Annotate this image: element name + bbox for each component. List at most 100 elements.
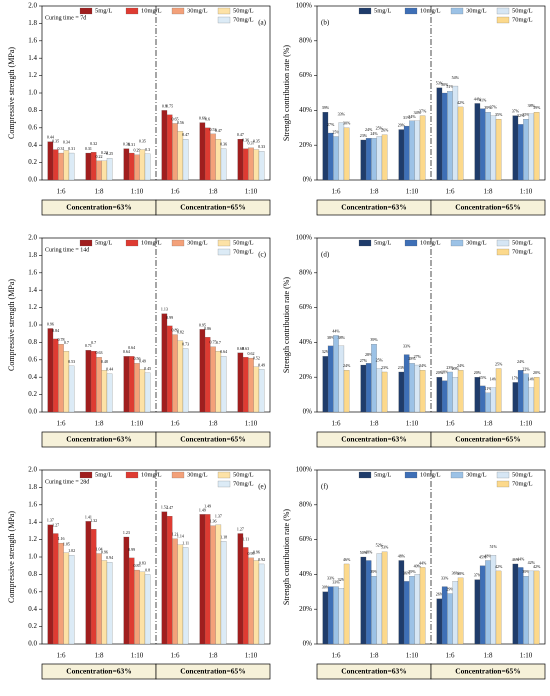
data-label: 0.31 <box>68 146 75 151</box>
bar <box>210 346 216 413</box>
group-label: Concentration=63% <box>66 667 132 676</box>
data-label: 53% <box>436 81 444 86</box>
data-label: 0.62 <box>248 351 255 356</box>
data-label: 0.47 <box>237 132 244 137</box>
data-label: 27% <box>414 354 422 359</box>
data-label: 36% <box>452 570 460 575</box>
bar <box>166 114 173 181</box>
data-label: 1.32 <box>90 518 97 523</box>
data-label: 0.64 <box>220 349 227 354</box>
y-tick-label: 1.0 <box>28 89 37 97</box>
bar <box>485 392 491 413</box>
data-label: 28% <box>365 352 373 357</box>
x-tick-label: 1:8 <box>370 188 379 196</box>
legend-swatch <box>217 239 231 247</box>
bar <box>106 373 113 413</box>
data-label: 1.21 <box>172 532 179 537</box>
data-label: 0.7 <box>91 340 96 345</box>
data-label: 0.31 <box>58 146 65 151</box>
data-label: 27% <box>327 122 335 127</box>
bar <box>144 574 151 645</box>
panel-label: (b) <box>321 19 330 27</box>
data-label: 17% <box>512 375 520 380</box>
y-tick-label: 0% <box>303 408 313 416</box>
legend-swatch <box>125 239 139 247</box>
y-tick-label: 100% <box>296 234 313 242</box>
y-tick-label: 60% <box>299 303 312 311</box>
legend-label: 10mg/L <box>420 471 441 478</box>
bar <box>215 351 222 413</box>
bar <box>248 147 254 181</box>
group-label: Concentration=63% <box>341 203 407 212</box>
data-label: 33% <box>441 576 449 581</box>
bar <box>479 565 486 645</box>
bar <box>128 152 135 181</box>
bar <box>248 357 254 413</box>
panel: 0.0 0.2 0.4 0.6 0.8 1.0 1.2 1.4 1.6 1.8 2.0 Compres… <box>7 2 271 216</box>
bar <box>333 335 339 413</box>
data-label: 37% <box>419 109 427 114</box>
data-label: 48% <box>365 549 373 554</box>
bar <box>457 106 464 181</box>
data-label: 45% <box>479 555 487 560</box>
bar <box>371 576 377 645</box>
y-tick-label: 1.6 <box>28 36 37 44</box>
x-tick-label: 1:6 <box>446 652 455 660</box>
data-label: 39% <box>522 569 530 574</box>
panel: 0% 20% 40% 60% 80% 100% Strength contribution … <box>282 2 546 216</box>
bar <box>338 588 345 645</box>
data-label: 32% <box>338 577 346 582</box>
data-label: 0.8 <box>162 103 167 108</box>
data-label: 1.18 <box>220 534 227 539</box>
legend-swatch <box>404 239 418 247</box>
bar <box>436 377 443 413</box>
y-tick-label: 0.2 <box>28 158 37 166</box>
data-label: 23% <box>360 133 368 138</box>
data-label: 0.35 <box>52 138 59 143</box>
x-tick-label: 1:10 <box>245 652 258 660</box>
data-label: 24% <box>343 363 351 368</box>
x-tick-label: 1:6 <box>446 420 455 428</box>
bar <box>134 363 140 413</box>
data-label: 25% <box>332 129 340 134</box>
data-label: 52% <box>376 542 384 547</box>
legend-label: 70mg/L <box>233 248 254 255</box>
bar <box>161 313 168 413</box>
y-tick-label: 2.0 <box>28 234 37 242</box>
bar <box>447 371 453 413</box>
y-tick-label: 0.4 <box>28 605 37 613</box>
data-label: 39% <box>370 337 378 342</box>
data-label: 0.3 <box>145 147 150 152</box>
bar <box>517 370 524 413</box>
data-label: 0.75 <box>166 104 173 109</box>
legend-swatch <box>496 239 510 247</box>
data-label: 39% <box>370 569 378 574</box>
bar <box>419 567 426 645</box>
legend-label: 50mg/L <box>233 471 254 478</box>
legend-label: 30mg/L <box>466 239 487 246</box>
bar <box>485 560 491 645</box>
panel-label: (e) <box>258 483 266 491</box>
bar <box>474 579 481 645</box>
bar <box>161 511 168 645</box>
data-label: 0.96 <box>101 549 108 554</box>
x-tick-label: 1:10 <box>520 420 533 428</box>
data-label: 0.65 <box>172 116 179 121</box>
data-label: 0.73 <box>182 341 189 346</box>
data-label: 0.37 <box>248 141 255 146</box>
legend-swatch <box>217 7 231 15</box>
bar <box>376 368 383 413</box>
y-tick-label: 1.6 <box>28 268 37 276</box>
data-label: 44% <box>474 96 482 101</box>
y-tick-label: 0.8 <box>28 106 37 114</box>
data-label: 0.68 <box>237 346 244 351</box>
bar <box>441 380 448 413</box>
data-label: 0.29 <box>134 148 141 153</box>
data-label: 44% <box>332 328 340 333</box>
y-tick-label: 0.0 <box>28 408 37 416</box>
group-label: Concentration=63% <box>341 667 407 676</box>
legend-swatch <box>404 471 418 479</box>
legend-swatch <box>217 248 231 256</box>
y-tick-label: 20% <box>299 141 312 149</box>
data-label: 0.53 <box>68 359 75 364</box>
